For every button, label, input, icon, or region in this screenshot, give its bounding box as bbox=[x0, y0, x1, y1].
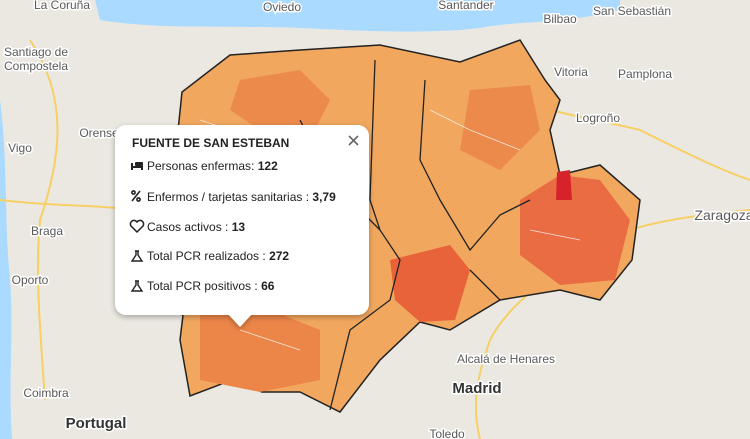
area-shade bbox=[230, 70, 330, 140]
country-label: Portugal bbox=[66, 415, 127, 432]
row-value: 3,79 bbox=[312, 190, 336, 204]
row-label: Personas enfermas: bbox=[147, 159, 254, 173]
city-label: Pamplona bbox=[618, 67, 672, 81]
popup-box bbox=[115, 125, 369, 315]
close-button[interactable] bbox=[348, 135, 359, 146]
area-shade bbox=[556, 170, 572, 200]
icon bbox=[130, 280, 144, 292]
city-label: Braga bbox=[31, 224, 63, 238]
row-label: Total PCR positivos : bbox=[147, 279, 258, 293]
popup-tip bbox=[228, 314, 252, 327]
city-label: Compostela bbox=[4, 59, 68, 73]
sea-west bbox=[0, 100, 12, 439]
icon bbox=[131, 162, 143, 170]
city-label: Oporto bbox=[12, 273, 49, 287]
popup-row: Total PCR realizados : 272 bbox=[147, 249, 289, 263]
row-value: 122 bbox=[258, 159, 278, 173]
area-shade bbox=[460, 85, 540, 170]
city-label: Toledo bbox=[429, 427, 465, 439]
popup-row: Enfermos / tarjetas sanitarias : 3,79 bbox=[147, 190, 336, 204]
row-value: 66 bbox=[261, 279, 275, 293]
province-border bbox=[299, 59, 531, 411]
city-label: Alcalá de Henares bbox=[457, 352, 555, 366]
row-label: Enfermos / tarjetas sanitarias : bbox=[147, 190, 309, 204]
city-label: Orense bbox=[79, 126, 119, 140]
city-label: Logroño bbox=[576, 111, 620, 125]
city-label: Vigo bbox=[8, 141, 32, 155]
area-shade bbox=[390, 245, 470, 322]
row-value: 13 bbox=[232, 220, 246, 234]
popup-title: FUENTE DE SAN ESTEBAN bbox=[132, 136, 289, 150]
city-label: Coimbra bbox=[23, 386, 69, 400]
city-label: La Coruña bbox=[34, 0, 90, 12]
row-label: Total PCR realizados : bbox=[147, 249, 266, 263]
city-label: Madrid bbox=[452, 380, 501, 397]
city-label: Vitoria bbox=[554, 65, 588, 79]
city-label: Santander bbox=[438, 0, 493, 12]
road bbox=[29, 39, 59, 401]
popup-row: Personas enfermas: 122 bbox=[147, 159, 278, 173]
popup-row: Total PCR positivos : 66 bbox=[147, 279, 275, 293]
row-label: Casos activos : bbox=[147, 220, 228, 234]
icon bbox=[129, 219, 145, 234]
popup bbox=[115, 125, 369, 327]
popup-row: Casos activos : 13 bbox=[147, 220, 245, 234]
area-shade bbox=[200, 300, 320, 392]
icon bbox=[130, 250, 144, 262]
row-value: 272 bbox=[269, 249, 289, 263]
city-label: San Sebastián bbox=[593, 4, 671, 18]
city-label: Bilbao bbox=[543, 12, 577, 26]
city-label: Zaragoza bbox=[694, 207, 750, 223]
area-shade bbox=[520, 175, 630, 285]
icon bbox=[131, 190, 141, 202]
city-label: Oviedo bbox=[263, 0, 301, 14]
sea-north bbox=[95, 0, 620, 32]
city-label: Santiago de bbox=[4, 45, 68, 59]
